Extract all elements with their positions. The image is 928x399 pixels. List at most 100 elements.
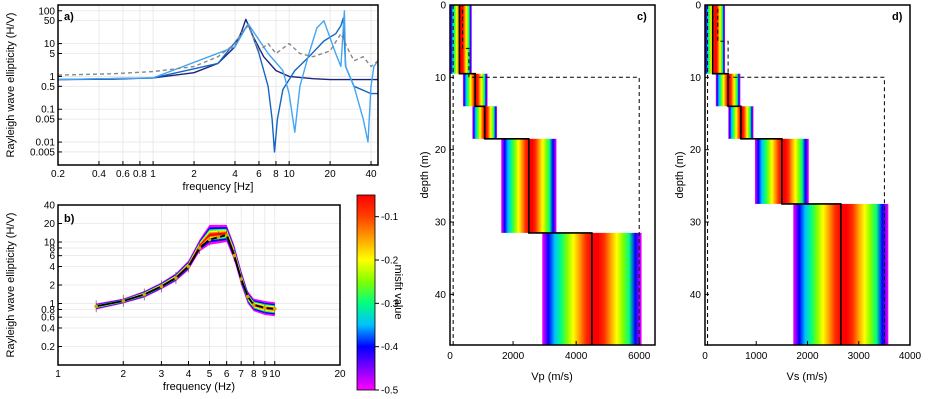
- b-ytick-label: 1: [49, 299, 55, 310]
- a-ytick-label: 0.1: [41, 105, 55, 116]
- b-observed-point: [94, 304, 98, 309]
- depth-xtick-label: 1000: [745, 351, 768, 362]
- depth-xtick-label: 6000: [628, 351, 651, 362]
- colorbar-ticks: -0.1 -0.2 -0.3 -0.4 -0.5: [375, 212, 399, 397]
- b-observed-line: [96, 233, 275, 310]
- depth-xtick-label: 4000: [565, 351, 588, 362]
- depth-ytick-label: 0: [695, 1, 701, 12]
- panel-c-profiles: [452, 5, 640, 345]
- panel-b-grid: [57, 204, 341, 365]
- b-observed-point: [186, 264, 191, 269]
- panel-c-xlabel: Vp (m/s): [531, 371, 573, 383]
- b-ytick-label: 0.6: [41, 313, 55, 324]
- b-ytick-label: 10: [44, 238, 56, 249]
- depth-ytick-label: 40: [435, 290, 447, 301]
- a-ytick-label: 100: [38, 6, 55, 17]
- best-profile-line: [458, 5, 593, 345]
- panel-a-grid: [57, 5, 378, 165]
- ensemble-block: [450, 5, 472, 74]
- a-series-line-3: [57, 25, 379, 76]
- b-ytick-label: 4: [49, 262, 55, 273]
- b-observed-point: [121, 299, 126, 303]
- b-band-layer-1: [96, 227, 275, 315]
- colorbar-tick-label: -0.1: [381, 212, 399, 223]
- b-ytick-label: 40: [44, 201, 56, 212]
- depth-ytick-label: 30: [435, 218, 447, 229]
- panel-d-ylabel: depth (m): [674, 151, 686, 198]
- b-ytick-label: 0.8: [41, 305, 55, 316]
- depth-ytick-label: 20: [690, 145, 702, 156]
- panel-c-ticks: 0 2000 4000 6000 0 10 20 30 40: [435, 1, 651, 363]
- b-ytick-label: 6: [49, 251, 55, 262]
- b-xtick-label: 6: [224, 369, 230, 380]
- b-observed-point: [232, 253, 237, 258]
- depth-ytick-label: 40: [690, 290, 702, 301]
- b-xtick-label: 1: [55, 369, 61, 380]
- b-observed-point: [142, 292, 147, 297]
- b-xtick-label: 8: [251, 369, 257, 380]
- a-ytick-label: 5: [49, 49, 55, 60]
- b-observed-point: [159, 284, 164, 289]
- a-xtick-label: 0.8: [133, 169, 147, 180]
- colorbar-label: misfit value: [392, 264, 404, 319]
- panel-d-ensemble: [705, 5, 889, 345]
- ensemble-block: [705, 5, 725, 74]
- panel-a-xlabel: frequency [Hz]: [183, 181, 254, 193]
- misfit-colorbar: -0.1 -0.2 -0.3 -0.4 -0.5 misfit value: [356, 194, 404, 397]
- b-observed-point: [216, 235, 221, 239]
- depth-ytick-label: 0: [440, 1, 446, 12]
- b-observed-point: [224, 233, 229, 237]
- b-observed-point: [239, 277, 243, 281]
- depth-xtick-label: 2000: [502, 351, 525, 362]
- panel-b-xlabel: frequency (Hz): [163, 381, 235, 393]
- b-observed-point: [251, 303, 256, 307]
- a-ytick-label: 0.005: [30, 147, 55, 158]
- a-ytick-label: 10: [44, 39, 56, 50]
- best-profile-line: [711, 5, 842, 345]
- panel-d-label: d): [892, 11, 903, 23]
- depth-ytick-label: 20: [435, 145, 447, 156]
- a-xtick-label: 40: [365, 169, 377, 180]
- a-xtick-label: 0.4: [92, 169, 106, 180]
- panel-b-ylabel: Rayleigh wave ellipticity (H/V): [5, 213, 17, 358]
- a-xtick-label: 0.6: [116, 169, 130, 180]
- a-xtick-label: 2: [191, 169, 197, 180]
- panel-a-frame: [57, 4, 379, 166]
- b-xtick-label: 4: [186, 369, 192, 380]
- panel-d-vs-profile: 0 1000 2000 3000 4000 0 10 20 30 40 d) Vs (m/s) d…: [674, 1, 922, 384]
- panel-d-ticks: 0 1000 2000 3000 4000 0 10 20 30 40: [690, 1, 922, 363]
- b-observed-point: [197, 246, 202, 250]
- panel-c-ylabel: depth (m): [419, 151, 431, 198]
- b-xtick-label: 9: [262, 369, 268, 380]
- a-ytick-label: 0.05: [36, 115, 56, 126]
- b-xtick-label: 10: [269, 369, 281, 380]
- b-xtick-label: 7: [238, 369, 244, 380]
- panel-a-ellipticity-curves: 0.2 0.4 0.6 0.8 1 2 4 6 8 10 20 400.0050.010.050.10…: [5, 4, 379, 193]
- panel-a-ylabel: Rayleigh wave ellipticity (H/V): [5, 13, 17, 158]
- panel-d-profiles: [707, 5, 885, 345]
- panel-c-frame: [449, 4, 656, 346]
- depth-ytick-label: 30: [690, 218, 702, 229]
- a-series-line-2: [57, 10, 379, 143]
- depth-ytick-label: 10: [435, 73, 447, 84]
- colorbar-tick-label: -0.4: [381, 342, 399, 353]
- search-limit-line: [453, 5, 640, 345]
- b-observed-point: [263, 306, 267, 310]
- b-observed-point: [174, 276, 178, 280]
- b-ytick-label: 2: [49, 281, 55, 292]
- a-ytick-label: 0.5: [41, 82, 55, 93]
- depth-xtick-label: 2000: [796, 351, 819, 362]
- panel-a-ticks: 0.2 0.4 0.6 0.8 1 2 4 6 8 10 20 400.0050.010.050.10…: [30, 6, 377, 180]
- b-ytick-label: 20: [44, 219, 56, 230]
- panel-c-label: c): [637, 11, 647, 23]
- a-xtick-label: 20: [325, 169, 337, 180]
- a-xtick-label: 6: [256, 169, 262, 180]
- a-xtick-label: 8: [273, 169, 279, 180]
- colorbar-gradient: [356, 194, 376, 391]
- b-xtick-label: 5: [207, 369, 213, 380]
- colorbar-tick-label: -0.2: [381, 256, 399, 267]
- a-xtick-label: 4: [232, 169, 238, 180]
